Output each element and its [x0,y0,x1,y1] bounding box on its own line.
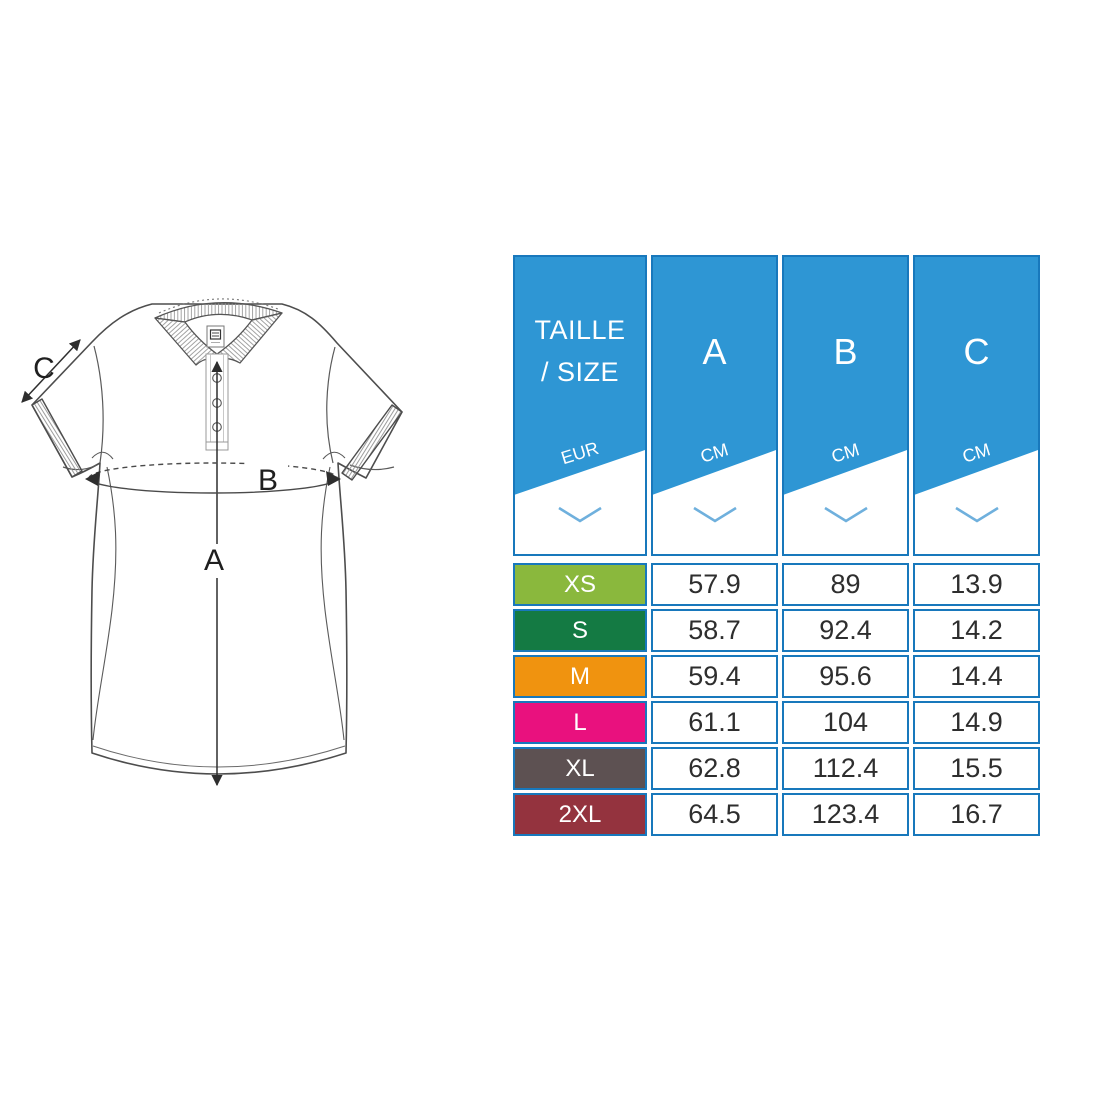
hem-stitch-line [92,745,346,768]
size-label-cell: L [513,701,647,744]
size-title-line2: / SIZE [540,357,619,387]
measurement-value-cell: 123.4 [782,793,909,836]
size-table-header: TAILLE / SIZE EUR A CM B CM [513,255,1040,556]
chevron-down-icon[interactable] [823,505,869,525]
measurement-value-cell: 15.5 [913,747,1040,790]
polo-shirt-diagram: A B C [21,298,403,787]
collar-stitching [158,298,279,314]
header-column-c: C CM [913,255,1040,556]
size-table-body: XS 57.9 89 13.9 S 58.7 92.4 14.2 M 59.4 95.6 14.4 L 6… [513,563,1040,836]
chevron-down-icon[interactable] [557,505,603,525]
size-title-line1: TAILLE [534,315,626,345]
measurement-value-cell: 14.2 [913,609,1040,652]
table-row: XL 62.8 112.4 15.5 [513,747,1040,790]
measurement-value-cell: 58.7 [651,609,778,652]
measurement-value-cell: 16.7 [913,793,1040,836]
size-label-cell: S [513,609,647,652]
measurement-value-cell: 57.9 [651,563,778,606]
column-b-letter: B [833,331,858,372]
label-a: A [204,544,224,577]
brand-label [206,325,225,348]
measurement-value-cell: 14.4 [913,655,1040,698]
chevron-down-icon[interactable] [954,505,1000,525]
size-label-cell: M [513,655,647,698]
measurement-value-cell: 64.5 [651,793,778,836]
table-row: L 61.1 104 14.9 [513,701,1040,744]
measurement-value-cell: 61.1 [651,701,778,744]
measurement-value-cell: 104 [782,701,909,744]
size-label-cell: XL [513,747,647,790]
chevron-down-icon[interactable] [692,505,738,525]
size-table: TAILLE / SIZE EUR A CM B CM [513,255,1040,839]
column-a-letter: A [702,331,727,372]
size-column-title: TAILLE / SIZE [515,309,645,393]
measurement-value-cell: 95.6 [782,655,909,698]
measurement-c-arrow [21,339,81,403]
size-label-cell: 2XL [513,793,647,836]
measurement-value-cell: 92.4 [782,609,909,652]
armpit-gussets [91,451,346,460]
table-row: 2XL 64.5 123.4 16.7 [513,793,1040,836]
side-seams [92,466,345,741]
column-c-letter: C [963,331,990,372]
header-column-a: A CM [651,255,778,556]
measurement-value-cell: 89 [782,563,909,606]
label-c: C [33,352,55,385]
table-row: S 58.7 92.4 14.2 [513,609,1040,652]
table-row: M 59.4 95.6 14.4 [513,655,1040,698]
measurement-value-cell: 59.4 [651,655,778,698]
table-row: XS 57.9 89 13.9 [513,563,1040,606]
measurement-value-cell: 62.8 [651,747,778,790]
header-column-b: B CM [782,255,909,556]
label-b: B [258,464,278,497]
size-label-cell: XS [513,563,647,606]
measurement-value-cell: 112.4 [782,747,909,790]
measurement-value-cell: 14.9 [913,701,1040,744]
measurement-value-cell: 13.9 [913,563,1040,606]
header-size-column: TAILLE / SIZE EUR [513,255,647,556]
measurement-b-arrow [85,454,341,494]
